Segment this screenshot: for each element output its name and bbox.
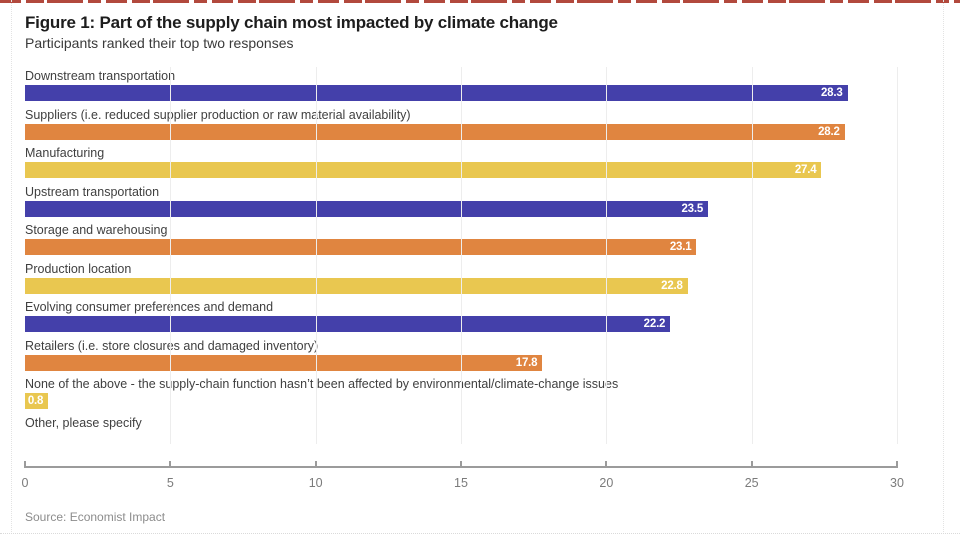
bar-label: Production location [25, 261, 132, 276]
bar-value: 22.2 [643, 318, 666, 331]
x-axis-tick-label: 25 [744, 475, 759, 490]
bar-value: 28.2 [818, 125, 840, 138]
bar: 28.3 [25, 85, 848, 102]
x-axis-tick [750, 460, 753, 468]
bar-label: Storage and warehousing [25, 223, 168, 238]
bar: 28.2 [25, 123, 845, 140]
x-axis-tick [605, 460, 608, 468]
source-text: Source: Economist Impact [25, 509, 166, 524]
bar-value: 17.8 [515, 356, 538, 369]
x-axis-tick [896, 460, 898, 468]
bottom-dotted-guide [0, 533, 960, 534]
bar-label: Downstream transportation [25, 69, 176, 84]
right-dotted-guide [943, 0, 944, 534]
x-axis-tick-label: 20 [599, 475, 614, 490]
bar-row: Evolving consumer preferences and demand… [25, 298, 897, 337]
gridline [897, 67, 898, 444]
bar: 27.4 [25, 162, 822, 179]
bar-value: 28.3 [820, 87, 843, 100]
gridline [315, 67, 317, 444]
bar-value: 0.8 [27, 395, 44, 408]
bar-row: Storage and warehousing 23.1 [25, 221, 897, 260]
bar-label: None of the above - the supply-chain fun… [25, 377, 619, 392]
bar: 23.1 [25, 239, 697, 256]
bar-label: Suppliers (i.e. reduced supplier product… [25, 107, 411, 122]
bar-value: 27.4 [794, 164, 817, 177]
bar-row: None of the above - the supply-chain fun… [25, 375, 897, 414]
bar: 22.2 [25, 316, 671, 333]
figure-title: Figure 1: Part of the supply chain most … [25, 13, 558, 32]
bar-value: 23.5 [681, 202, 704, 215]
bar-row: Other, please specify [25, 414, 897, 444]
bar: 0.8 [25, 393, 49, 410]
x-axis-tick-label: 10 [308, 475, 323, 490]
bar-value: 22.8 [661, 279, 683, 292]
bar-row: Upstream transportation 23.5 [25, 183, 897, 222]
figure-subtitle: Participants ranked their top two respon… [25, 35, 294, 52]
top-red-dashed-rule [0, 0, 960, 3]
x-axis-tick [314, 460, 317, 468]
bar-value: 23.1 [669, 241, 692, 254]
bar-chart-rows: Downstream transportation 28.3 Suppliers (… [25, 67, 898, 444]
bar-label: Other, please specify [25, 415, 142, 430]
left-dotted-guide [11, 0, 12, 534]
bar: 17.8 [25, 354, 543, 371]
bar: 22.8 [25, 277, 688, 294]
x-axis-tick-label: 15 [454, 475, 468, 490]
bar: 23.5 [25, 200, 709, 217]
gridline [751, 67, 753, 444]
bar-row: Suppliers (i.e. reduced supplier product… [25, 106, 897, 145]
x-axis-tick [169, 460, 172, 468]
bar-label: Manufacturing [25, 146, 105, 161]
x-axis-tick [460, 460, 462, 468]
bar-row: Production location 22.8 [25, 260, 897, 299]
bar-label: Evolving consumer preferences and demand [25, 300, 274, 315]
bar-label: Upstream transportation [25, 184, 160, 199]
x-axis-tick-label: 30 [890, 475, 904, 490]
bar-row: Retailers (i.e. store closures and damag… [25, 337, 897, 376]
gridline [170, 67, 172, 444]
x-axis-tick-label: 5 [166, 475, 174, 490]
x-axis: 0 5 10 15 20 25 30 [21, 460, 904, 496]
bar-chart: Downstream transportation 28.3 Suppliers (… [21, 67, 904, 496]
figure-content: Figure 1: Part of the supply chain most … [21, 12, 904, 524]
bar-row: Downstream transportation 28.3 [25, 67, 897, 106]
bar-label: Retailers (i.e. store closures and damag… [25, 338, 319, 353]
gridline [461, 67, 462, 444]
gridline [606, 67, 608, 444]
bar-row: Manufacturing 27.4 [25, 144, 897, 183]
x-axis-tick-label: 0 [21, 475, 29, 490]
x-axis-tick [24, 460, 26, 468]
